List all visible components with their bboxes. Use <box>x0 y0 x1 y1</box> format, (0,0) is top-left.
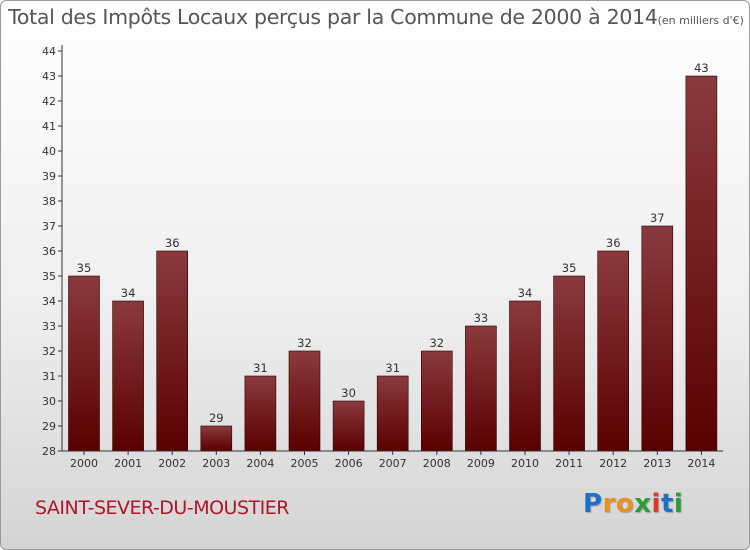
logo-letter: r <box>602 489 616 519</box>
data-label-2002: 36 <box>165 236 180 250</box>
x-tick-label-2006: 2006 <box>335 457 363 470</box>
chart-title: Total des Impôts Locaux perçus par la Co… <box>1 5 749 29</box>
bar-2002 <box>156 250 188 452</box>
bar-2001 <box>112 300 144 452</box>
data-label-2009: 33 <box>474 311 489 325</box>
data-label-2003: 29 <box>209 411 224 425</box>
y-tick-label-34: 34 <box>42 295 56 308</box>
unit-text: (en milliers d'€) <box>657 14 744 27</box>
x-tick-label-2005: 2005 <box>291 457 319 470</box>
y-tick-label-35: 35 <box>42 270 56 283</box>
logo-letter: t <box>660 489 674 519</box>
title-text: Total des Impôts Locaux perçus par la Co… <box>8 5 658 29</box>
y-tick-label-41: 41 <box>42 120 56 133</box>
data-label-2000: 35 <box>77 261 92 275</box>
logo-letter: P <box>583 489 603 519</box>
y-tick-label-38: 38 <box>42 195 56 208</box>
data-label-2006: 30 <box>341 386 356 400</box>
bar-2008 <box>420 350 453 452</box>
bar-2014 <box>685 75 718 452</box>
bar-2012 <box>597 250 630 452</box>
x-tick-label-2010: 2010 <box>511 457 539 470</box>
y-tick-label-39: 39 <box>42 170 56 183</box>
y-tick-label-36: 36 <box>42 245 56 258</box>
x-tick-label-2007: 2007 <box>379 457 407 470</box>
y-tick-label-37: 37 <box>42 220 56 233</box>
logo-letter: i <box>651 489 661 519</box>
bar-2003 <box>200 425 233 452</box>
x-tick-label-2012: 2012 <box>599 457 627 470</box>
data-label-2008: 32 <box>429 336 444 350</box>
bar-2005 <box>288 350 321 452</box>
logo-letter: o <box>615 489 635 519</box>
y-tick-label-42: 42 <box>42 95 56 108</box>
data-label-2012: 36 <box>606 236 621 250</box>
x-tick-label-2013: 2013 <box>643 457 671 470</box>
data-label-2011: 35 <box>562 261 577 275</box>
x-tick-label-2000: 2000 <box>70 457 98 470</box>
y-tick-label-28: 28 <box>42 445 56 458</box>
y-tick-label-31: 31 <box>42 370 56 383</box>
data-label-2007: 31 <box>385 361 400 375</box>
data-label-2005: 32 <box>297 336 312 350</box>
x-tick-label-2003: 2003 <box>202 457 230 470</box>
x-tick-label-2002: 2002 <box>158 457 186 470</box>
data-label-2004: 31 <box>253 361 268 375</box>
x-tick-label-2004: 2004 <box>246 457 274 470</box>
y-tick-label-29: 29 <box>42 420 56 433</box>
y-tick-label-30: 30 <box>42 395 56 408</box>
x-tick-label-2001: 2001 <box>114 457 142 470</box>
data-label-2014: 43 <box>694 61 709 75</box>
x-tick-label-2009: 2009 <box>467 457 495 470</box>
bar-2000 <box>68 275 100 452</box>
proxiti-logo[interactable]: Proxiti <box>583 489 683 519</box>
data-label-2010: 34 <box>518 286 533 300</box>
x-tick-label-2014: 2014 <box>687 457 715 470</box>
logo-letter: i <box>673 489 684 519</box>
bar-2009 <box>465 325 497 452</box>
bars-group: 35 34 36 29 31 32 30 31 32 33 34 35 36 37 43 <box>68 61 718 452</box>
data-label-2013: 37 <box>650 211 665 225</box>
y-tick-label-43: 43 <box>42 70 56 83</box>
x-tick-label-2008: 2008 <box>423 457 451 470</box>
axes-group: 2000 2001 2002 2003 2004 2005 2006 2007 2008 2009… <box>42 45 723 470</box>
y-tick-label-32: 32 <box>42 345 56 358</box>
y-tick-label-44: 44 <box>42 45 56 58</box>
data-label-2001: 34 <box>121 286 136 300</box>
bar-2011 <box>553 275 585 452</box>
bar-2006 <box>332 400 365 452</box>
logo-letter: x <box>634 489 652 519</box>
commune-name: SAINT-SEVER-DU-MOUSTIER <box>35 497 289 519</box>
y-tick-label-33: 33 <box>42 320 56 333</box>
bar-2004 <box>244 375 277 452</box>
bar-2013 <box>641 225 674 452</box>
bar-2007 <box>376 375 409 452</box>
x-tick-label-2011: 2011 <box>555 457 583 470</box>
bar-2010 <box>509 300 541 452</box>
y-tick-label-40: 40 <box>42 145 56 158</box>
